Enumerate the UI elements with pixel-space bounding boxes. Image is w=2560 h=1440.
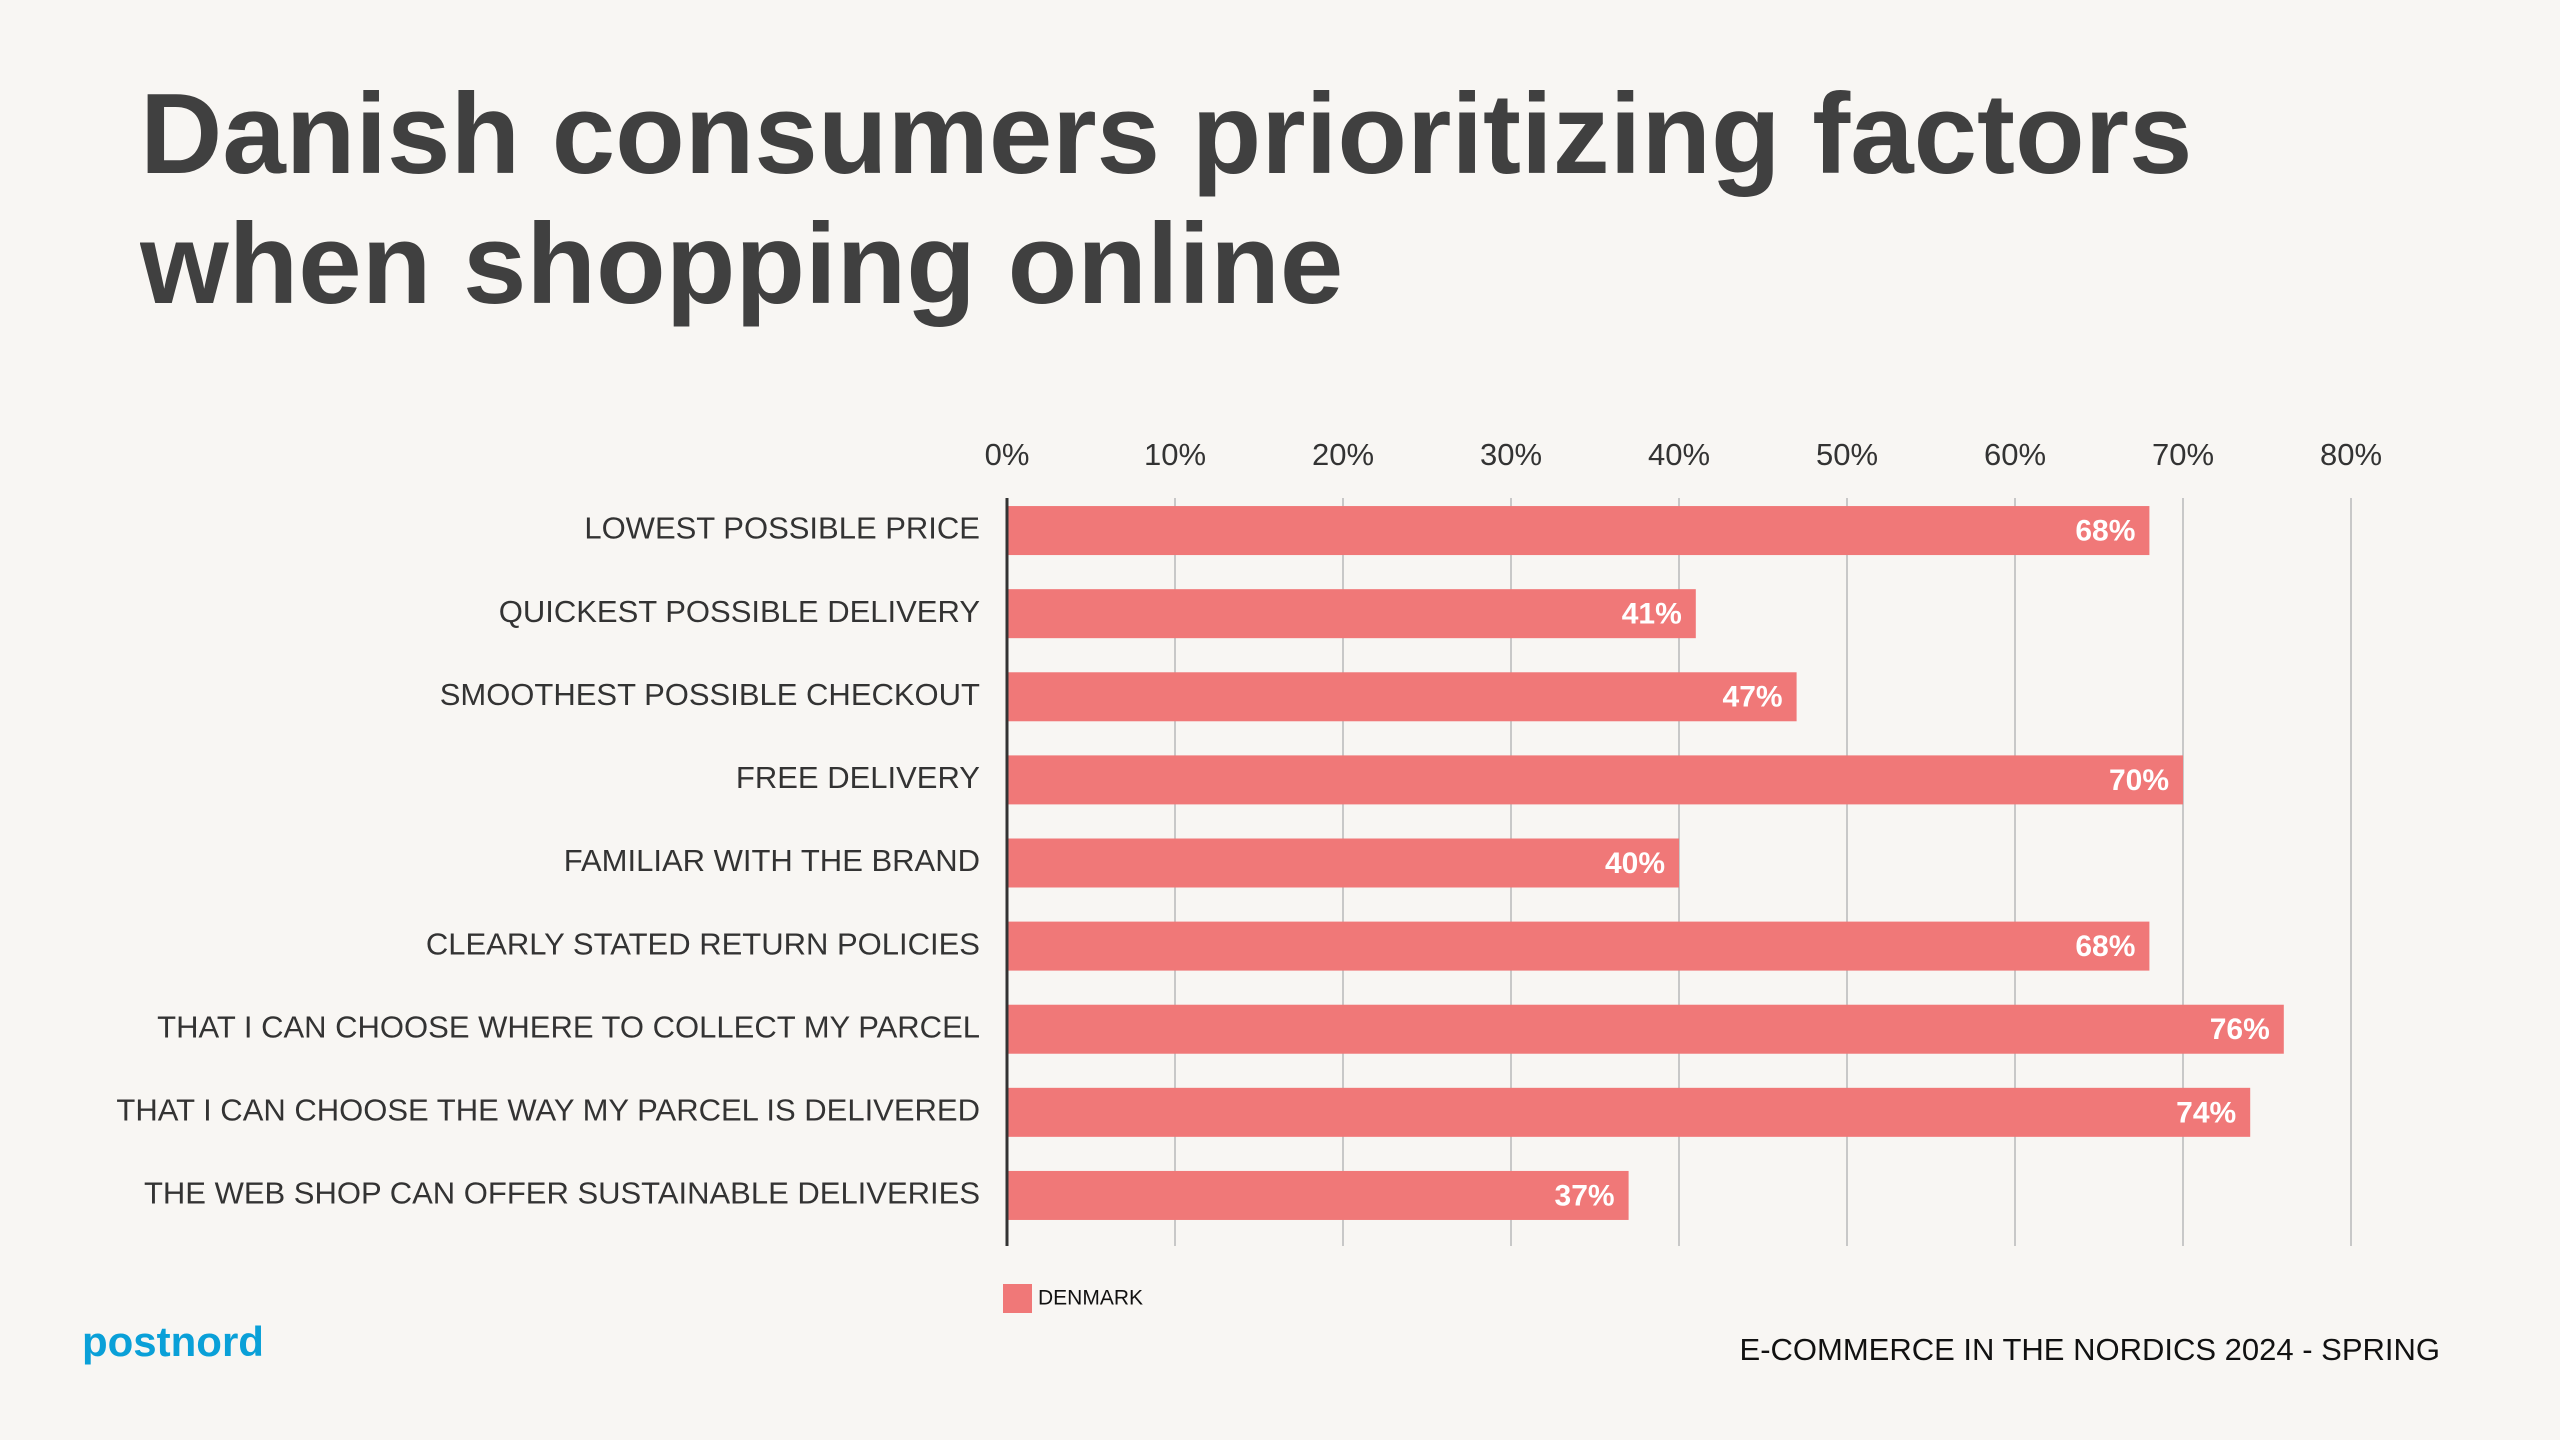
x-tick-label: 30% xyxy=(1480,437,1542,472)
chart-title: Danish consumers prioritizing factors wh… xyxy=(140,71,2193,328)
bar xyxy=(1007,755,2183,805)
y-tick-label: THAT I CAN CHOOSE THE WAY MY PARCEL IS D… xyxy=(116,1093,980,1128)
data-label: 40% xyxy=(1605,847,1665,880)
bar xyxy=(1007,1170,1629,1220)
bar xyxy=(1007,589,1696,639)
data-label: 41% xyxy=(1622,598,1682,631)
x-tick-label: 60% xyxy=(1984,437,2046,472)
x-tick-label: 0% xyxy=(985,437,1030,472)
y-tick-label: THE WEB SHOP CAN OFFER SUSTAINABLE DELIV… xyxy=(144,1176,980,1211)
legend-label: DENMARK xyxy=(1038,1287,1143,1310)
data-label: 68% xyxy=(2075,930,2135,963)
data-label: 74% xyxy=(2176,1096,2236,1129)
brand-logo: postnord xyxy=(82,1318,264,1365)
y-tick-label: FREE DELIVERY xyxy=(736,760,980,795)
bar xyxy=(1007,1004,2284,1054)
y-tick-label: QUICKEST POSSIBLE DELIVERY xyxy=(499,594,980,629)
bar xyxy=(1007,506,2150,556)
bar xyxy=(1007,838,1679,888)
x-tick-label: 10% xyxy=(1144,437,1206,472)
data-label: 70% xyxy=(2109,764,2169,797)
data-label: 37% xyxy=(1555,1179,1615,1212)
y-tick-label: CLEARLY STATED RETURN POLICIES xyxy=(426,926,980,961)
data-label: 76% xyxy=(2210,1013,2270,1046)
bar xyxy=(1007,672,1797,722)
x-tick-label: 50% xyxy=(1816,437,1878,472)
data-label: 68% xyxy=(2075,514,2135,547)
title-box: Danish consumers prioritizing factors wh… xyxy=(140,71,2193,328)
bar xyxy=(1007,1087,2251,1137)
bar xyxy=(1007,921,2150,971)
y-tick-label: SMOOTHEST POSSIBLE CHECKOUT xyxy=(440,677,980,712)
x-tick-label: 70% xyxy=(2152,437,2214,472)
x-tick-label: 80% xyxy=(2320,437,2382,472)
source-note: E-COMMERCE IN THE NORDICS 2024 - SPRING xyxy=(1740,1332,2440,1367)
y-tick-label: LOWEST POSSIBLE PRICE xyxy=(584,511,980,546)
x-tick-label: 20% xyxy=(1312,437,1374,472)
legend-swatch xyxy=(1003,1284,1032,1313)
y-tick-label: THAT I CAN CHOOSE WHERE TO COLLECT MY PA… xyxy=(157,1009,980,1044)
data-label: 47% xyxy=(1723,681,1783,714)
x-tick-label: 40% xyxy=(1648,437,1710,472)
y-tick-label: FAMILIAR WITH THE BRAND xyxy=(564,843,980,878)
